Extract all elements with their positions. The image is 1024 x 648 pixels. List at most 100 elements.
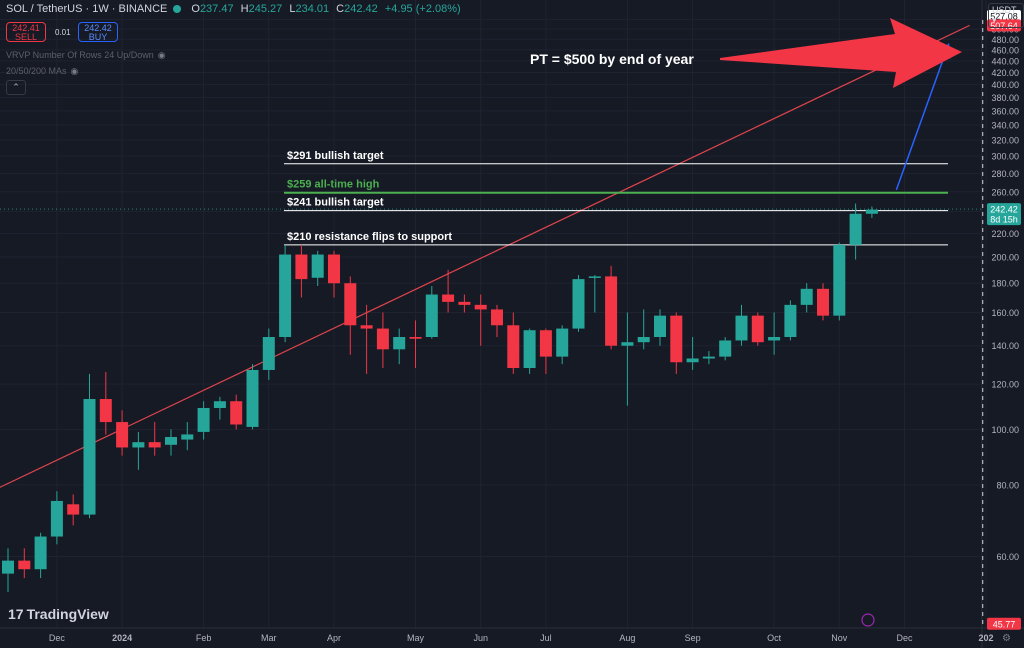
tradingview-logo-icon: 17 bbox=[8, 606, 24, 622]
x-tick-label: Mar bbox=[261, 633, 277, 643]
price-label-bg bbox=[987, 617, 1021, 630]
currency-label: USDT bbox=[992, 5, 1017, 15]
x-tick-label: Sep bbox=[685, 633, 701, 643]
eye-icon[interactable]: ◉ bbox=[157, 50, 166, 60]
x-tick-label: 202 bbox=[978, 633, 993, 643]
price-label: 527.08 bbox=[990, 12, 1018, 22]
candle-body bbox=[849, 213, 862, 245]
close-label: C bbox=[336, 3, 345, 15]
gear-icon[interactable]: ⚙ bbox=[1002, 633, 1011, 644]
open-label: O bbox=[191, 3, 200, 15]
candle-body bbox=[572, 279, 585, 329]
y-tick-label: 180.00 bbox=[991, 279, 1019, 289]
candle-body bbox=[197, 407, 210, 432]
candle-body bbox=[99, 399, 112, 423]
y-tick-label: 140.00 bbox=[991, 341, 1019, 351]
indicator-mas-label: 20/50/200 MAs bbox=[6, 66, 67, 76]
collapse-legend-button[interactable]: ⌃ bbox=[6, 80, 26, 95]
tradingview-logo-text: TradingView bbox=[26, 606, 109, 622]
x-tick-label: Oct bbox=[767, 633, 782, 643]
y-tick-label: 80.00 bbox=[996, 480, 1019, 490]
red-arrow bbox=[720, 18, 962, 88]
candle-body bbox=[637, 337, 650, 343]
candle-body bbox=[311, 254, 324, 278]
level-label: $241 bullish target bbox=[287, 197, 384, 209]
eye-icon[interactable]: ◉ bbox=[70, 66, 79, 76]
candle-body bbox=[148, 442, 161, 448]
candle-body bbox=[556, 328, 569, 357]
candle-body bbox=[18, 560, 31, 570]
buy-price: 242.42 bbox=[84, 23, 112, 33]
change-value: +4.95 (+2.08%) bbox=[384, 3, 461, 15]
candle-body bbox=[865, 209, 878, 214]
buy-label: BUY bbox=[88, 32, 108, 42]
price-label-bg bbox=[987, 203, 1021, 226]
x-tick-label: Apr bbox=[327, 633, 341, 643]
candle-body bbox=[2, 560, 14, 574]
candle-body bbox=[833, 244, 846, 316]
x-tick-label: Jun bbox=[473, 633, 488, 643]
open-value: 237.47 bbox=[199, 3, 234, 15]
x-tick-label: 2024 bbox=[112, 633, 132, 643]
candle-body bbox=[458, 301, 471, 305]
y-tick-label: 460.00 bbox=[991, 45, 1019, 55]
price-label: 242.42 bbox=[990, 205, 1018, 215]
candle-body bbox=[165, 436, 177, 445]
candle-body bbox=[181, 434, 194, 440]
high-label: H bbox=[240, 3, 249, 15]
candle-body bbox=[670, 315, 683, 363]
x-tick-label: Dec bbox=[896, 633, 913, 643]
x-tick-label: Dec bbox=[49, 633, 66, 643]
candle-body bbox=[539, 330, 552, 357]
candle-body bbox=[523, 330, 536, 369]
candle-body bbox=[507, 325, 520, 369]
sell-label: SELL bbox=[14, 32, 38, 42]
y-tick-label: 120.00 bbox=[991, 380, 1019, 390]
y-tick-label: 100.00 bbox=[991, 425, 1019, 435]
x-tick-label: Nov bbox=[831, 633, 848, 643]
symbol-label[interactable]: SOL / TetherUS · 1W · BINANCE bbox=[6, 3, 168, 15]
y-tick-label: 420.00 bbox=[991, 68, 1019, 78]
candle-body bbox=[83, 399, 96, 515]
indicator-vrvp-label: VRVP Number Of Rows 24 Up/Down bbox=[6, 50, 154, 60]
low-value: 234.01 bbox=[295, 3, 330, 15]
indicator-mas[interactable]: 20/50/200 MAs ◉ bbox=[6, 66, 78, 77]
sell-button[interactable]: 242.41 SELL bbox=[6, 22, 46, 42]
candle-body bbox=[409, 337, 422, 339]
sell-price: 242.41 bbox=[12, 23, 40, 33]
y-tick-label: 160.00 bbox=[991, 308, 1019, 318]
indicator-vrvp[interactable]: VRVP Number Of Rows 24 Up/Down ◉ bbox=[6, 50, 166, 61]
candle-body bbox=[719, 340, 732, 357]
candle-body bbox=[784, 304, 797, 338]
price-label-bg bbox=[987, 19, 1021, 32]
currency-selector[interactable]: USDT ▾ bbox=[988, 3, 1024, 28]
candle-body bbox=[393, 337, 406, 350]
buy-button[interactable]: 242.42 BUY bbox=[78, 22, 118, 42]
y-tick-label: 380.00 bbox=[991, 93, 1019, 103]
y-tick-label: 400.00 bbox=[991, 80, 1019, 90]
price-label: 45.77 bbox=[993, 619, 1016, 629]
candle-body bbox=[702, 356, 715, 359]
countdown-label: 8d 15h bbox=[990, 215, 1018, 225]
candle-body bbox=[262, 337, 275, 370]
y-tick-label: 260.00 bbox=[991, 187, 1019, 197]
x-tick-label: Aug bbox=[619, 633, 635, 643]
x-tick-label: Jul bbox=[540, 633, 552, 643]
candle-body bbox=[213, 401, 226, 408]
candle-body bbox=[605, 276, 618, 346]
candle-body bbox=[279, 254, 292, 338]
candle-body bbox=[425, 294, 438, 338]
candle-body bbox=[295, 254, 308, 280]
x-tick-label: May bbox=[407, 633, 425, 643]
trendline bbox=[0, 24, 970, 488]
y-tick-label: 60.00 bbox=[996, 552, 1019, 562]
candle-body bbox=[360, 325, 373, 329]
candle-body bbox=[230, 401, 243, 425]
candle-body bbox=[751, 315, 764, 343]
candle-body bbox=[442, 294, 455, 302]
price-label-bg bbox=[987, 10, 1021, 23]
high-value: 245.27 bbox=[248, 3, 283, 15]
candle-body bbox=[116, 422, 129, 448]
candle-body bbox=[800, 288, 813, 305]
